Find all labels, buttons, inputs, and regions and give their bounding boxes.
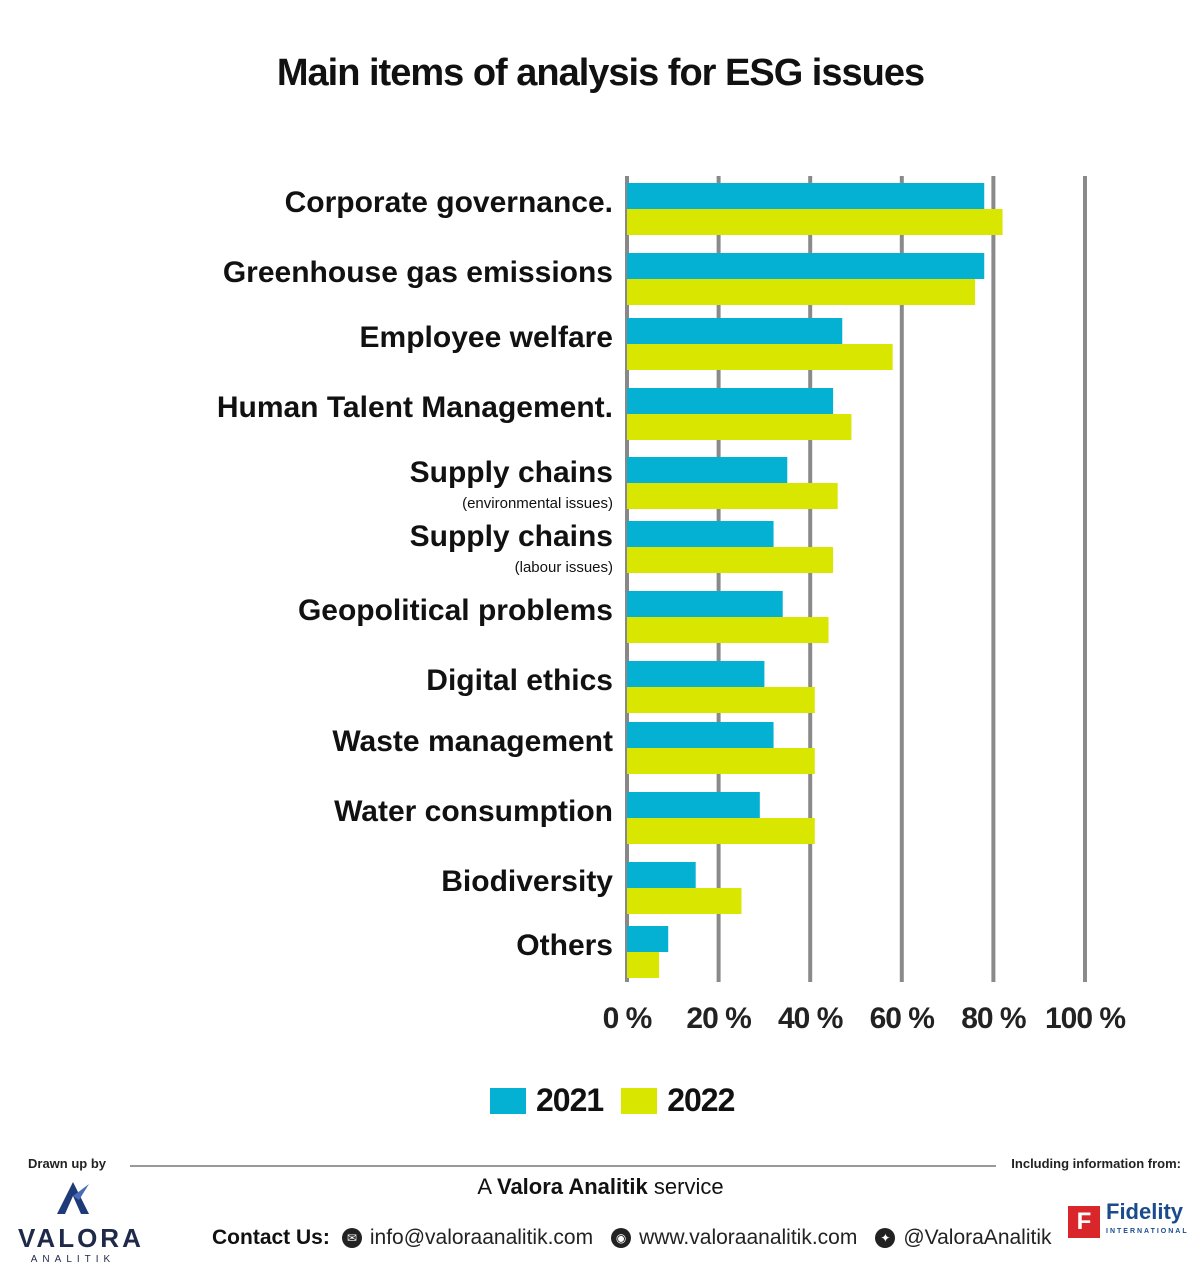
bar-2022: [627, 687, 815, 713]
legend-label-2021: 2021: [536, 1082, 604, 1118]
fidelity-wordmark: Fidelity INTERNATIONAL: [1106, 1199, 1189, 1242]
category-label: Corporate governance.: [285, 186, 613, 219]
x-tick-label: 100 %: [1045, 1002, 1125, 1035]
legend-swatch-2022: [621, 1087, 658, 1114]
bar-2021: [627, 926, 669, 952]
bar-2022: [627, 344, 893, 370]
bar-2021: [627, 521, 774, 547]
bar-2021: [627, 318, 843, 344]
legend-label-2022: 2022: [667, 1082, 735, 1118]
bar-2022: [627, 414, 852, 440]
fidelity-mark-icon: F: [1068, 1206, 1100, 1238]
valora-logo: VALORA ANALITIK: [18, 1180, 144, 1265]
including-information: Including information from:: [1011, 1156, 1181, 1171]
legend-item-2021: 2021: [490, 1082, 604, 1119]
category-label: Human Talent Management.: [217, 391, 613, 424]
x-tick-label: 60 %: [870, 1002, 935, 1035]
legend: 2021 2022: [490, 1082, 735, 1119]
bar-2022: [627, 818, 815, 844]
bar-2022: [627, 617, 829, 643]
service-line: A Valora Analitik service: [0, 1174, 1201, 1200]
fidelity-logo: F Fidelity INTERNATIONAL: [1068, 1199, 1189, 1242]
fidelity-name: Fidelity: [1106, 1199, 1184, 1224]
bar-2021: [627, 792, 760, 818]
service-name: Valora Analitik: [496, 1174, 648, 1199]
category-sublabel: (labour issues): [515, 559, 613, 576]
contact-bar: Contact Us: ✉ info@valoraanalitik.com ◉ …: [212, 1226, 1052, 1250]
valora-wing-icon: [57, 1182, 89, 1214]
x-tick-label: 40 %: [778, 1002, 843, 1035]
category-label: Employee welfare: [360, 321, 613, 354]
bar-2021: [627, 457, 788, 483]
bar-2021: [627, 722, 774, 748]
category-label: Supply chains: [410, 456, 613, 489]
contact-label: Contact Us:: [212, 1226, 330, 1249]
category-label: Waste management: [332, 725, 613, 758]
legend-item-2022: 2022: [621, 1082, 735, 1119]
bar-2022: [627, 279, 976, 305]
bar-2021: [627, 591, 783, 617]
valora-sub: ANALITIK: [30, 1254, 116, 1265]
bar-2022: [627, 547, 834, 573]
category-label: Supply chains: [410, 520, 613, 553]
x-tick-label: 20 %: [686, 1002, 751, 1035]
chart-title: Main items of analysis for ESG issues: [276, 52, 925, 94]
bar-2021: [627, 183, 985, 209]
bar-2021: [627, 661, 765, 687]
twitter-icon: ✦: [875, 1228, 896, 1248]
service-suffix: service: [653, 1174, 724, 1199]
bar-2021: [627, 388, 834, 414]
footer-divider: [130, 1165, 996, 1167]
drawn-up-by: Drawn up by: [28, 1156, 107, 1171]
globe-icon: ◉: [611, 1228, 632, 1248]
contact-email[interactable]: info@valoraanalitik.com: [369, 1226, 594, 1249]
contact-twitter[interactable]: @ValoraAnalitik: [903, 1226, 1052, 1249]
category-label: Geopolitical problems: [298, 594, 613, 627]
bar-chart: 0 % 20 % 40 % 60 % 80 % 100 % Corporate govern…: [217, 176, 1126, 1035]
bar-2021: [627, 862, 696, 888]
bar-2021: [627, 253, 985, 279]
category-label: Water consumption: [334, 795, 613, 828]
contact-website[interactable]: www.valoraanalitik.com: [639, 1226, 858, 1249]
email-icon: ✉: [341, 1228, 362, 1248]
category-sublabel: (environmental issues): [462, 495, 613, 512]
bar-2022: [627, 952, 660, 978]
x-tick-label: 80 %: [961, 1002, 1026, 1035]
service-prefix: A: [477, 1174, 491, 1199]
bar-2022: [627, 888, 742, 914]
x-tick-label: 0 %: [603, 1002, 652, 1035]
bar-2022: [627, 483, 838, 509]
category-label: Greenhouse gas emissions: [223, 256, 613, 289]
category-label: Digital ethics: [426, 664, 613, 697]
category-label: Biodiversity: [441, 865, 613, 898]
fidelity-sub: INTERNATIONAL: [1106, 1228, 1189, 1235]
valora-name: VALORA: [18, 1223, 144, 1253]
category-label: Others: [516, 929, 613, 962]
legend-swatch-2021: [490, 1087, 526, 1114]
bar-2022: [627, 748, 815, 774]
bar-2022: [627, 209, 1003, 235]
